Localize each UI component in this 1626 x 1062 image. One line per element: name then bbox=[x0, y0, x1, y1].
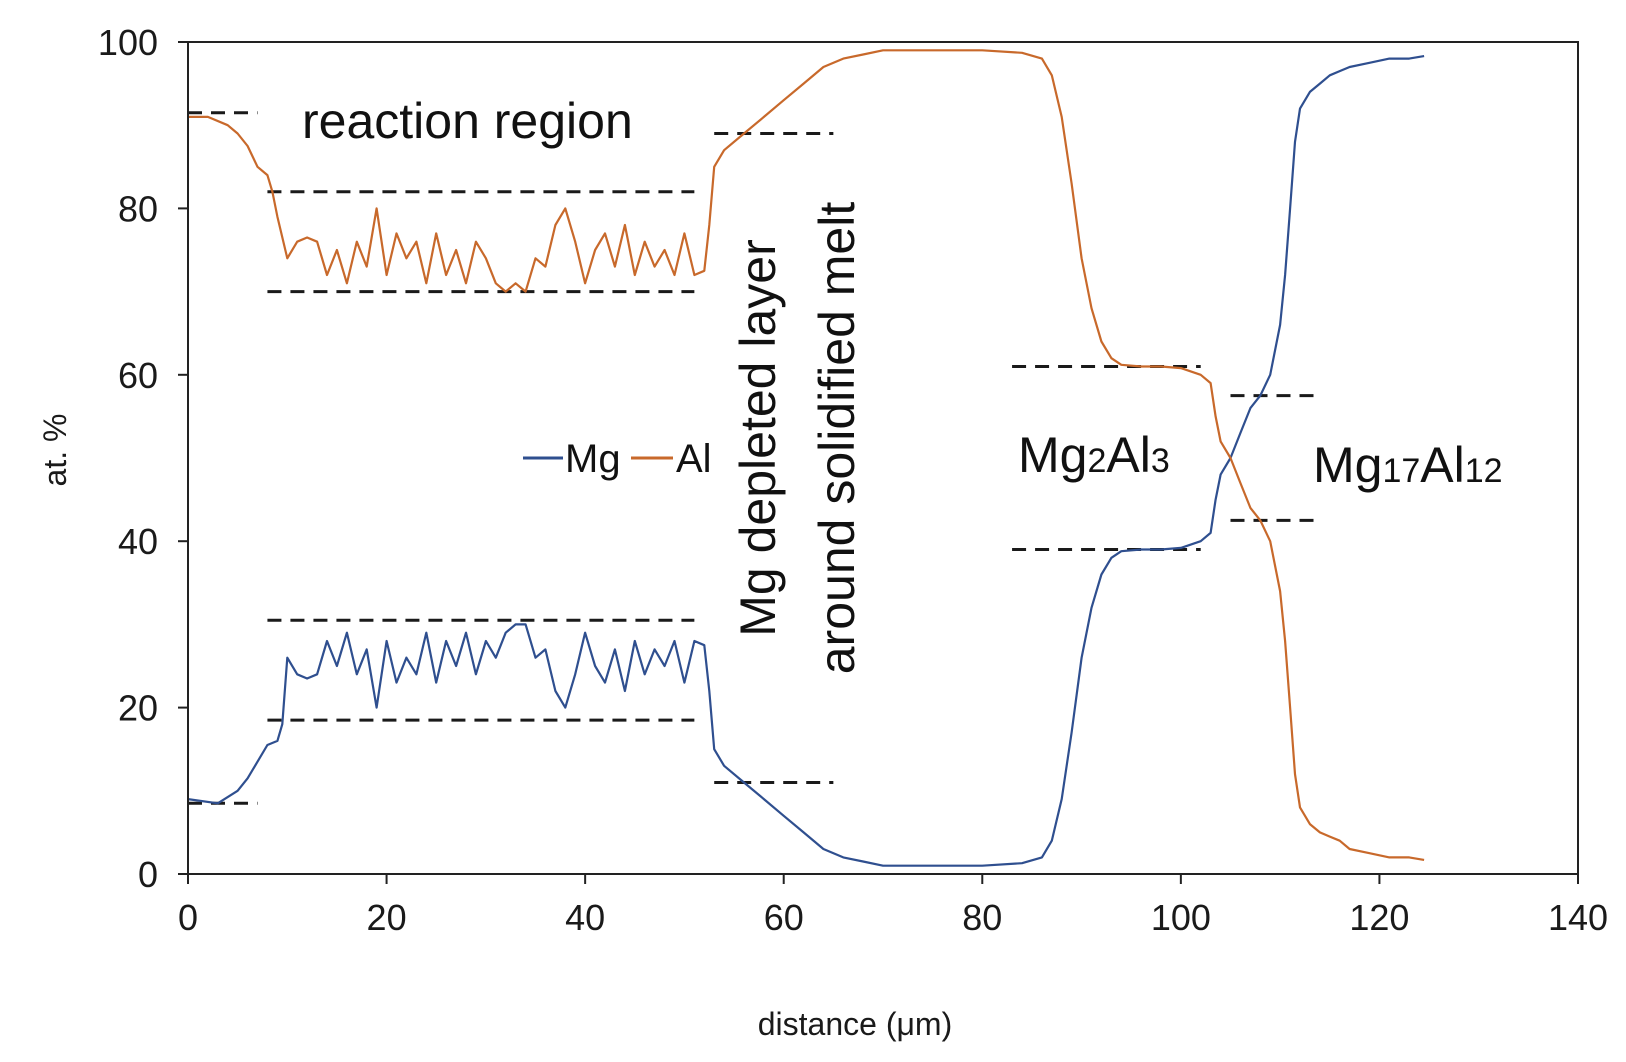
x-tick-label: 140 bbox=[1548, 897, 1608, 938]
x-tick-label: 80 bbox=[962, 897, 1002, 938]
depleted-layer-label-line1: Mg depleted layer bbox=[730, 239, 786, 636]
x-tick-label: 20 bbox=[367, 897, 407, 938]
series-line-al bbox=[188, 49, 1425, 861]
reaction-region-label: reaction region bbox=[302, 93, 633, 149]
x-tick-label: 60 bbox=[764, 897, 804, 938]
phase-label-mg2al3: Mg2Al3 bbox=[1018, 427, 1170, 483]
legend-label-al: Al bbox=[676, 437, 712, 481]
y-tick-label: 60 bbox=[118, 355, 158, 396]
y-tick-label: 80 bbox=[118, 188, 158, 229]
axis-ticks: 0 20 40 60 80 100 120 140 0 20 40 60 80 100 bbox=[98, 22, 1608, 938]
y-tick-label: 100 bbox=[98, 22, 158, 63]
legend: Mg Al bbox=[523, 437, 712, 481]
depleted-layer-label-line2: around solidified melt bbox=[809, 202, 865, 675]
y-tick-label: 20 bbox=[118, 688, 158, 729]
x-tick-label: 100 bbox=[1151, 897, 1211, 938]
plot-frame bbox=[187, 41, 1579, 875]
phase-label-mg17al12: Mg17Al12 bbox=[1313, 437, 1503, 493]
y-axis-title: at. % bbox=[37, 414, 73, 487]
x-axis-title: distance (μm) bbox=[758, 1006, 952, 1042]
guide-lines bbox=[188, 111, 1320, 805]
series-lines bbox=[187, 49, 1425, 867]
x-tick-label: 120 bbox=[1349, 897, 1409, 938]
y-tick-label: 0 bbox=[138, 854, 158, 895]
y-tick-label: 40 bbox=[118, 521, 158, 562]
x-tick-label: 40 bbox=[565, 897, 605, 938]
series-line-mg bbox=[187, 55, 1425, 867]
x-tick-label: 0 bbox=[178, 897, 198, 938]
legend-label-mg: Mg bbox=[565, 437, 621, 481]
